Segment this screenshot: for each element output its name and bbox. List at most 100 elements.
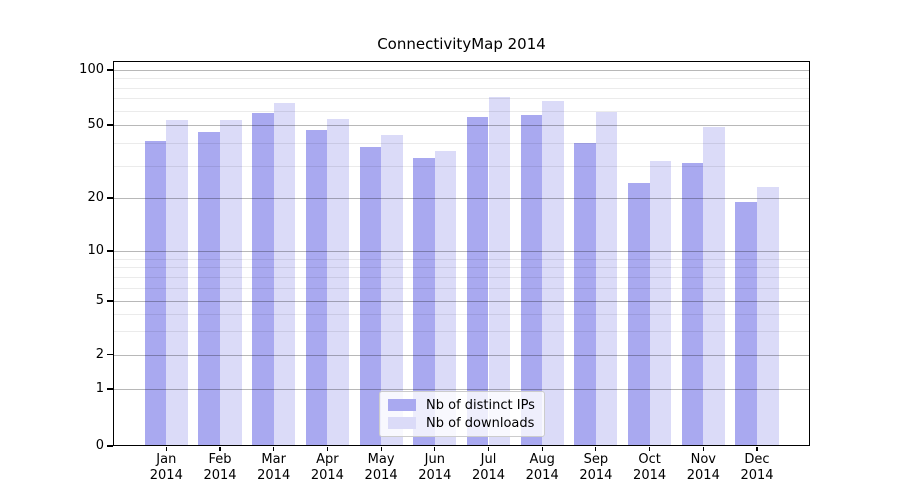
x-axis-tick: [434, 446, 436, 451]
year-label: 2014: [525, 468, 559, 483]
month-label: Jun: [424, 452, 445, 467]
month-label: Sep: [583, 452, 609, 467]
x-axis-tick: [380, 446, 382, 451]
gridline-major: [114, 354, 809, 356]
gridline-major: [114, 198, 809, 199]
x-axis-tick-label: Apr 2014: [300, 452, 354, 484]
year-label: 2014: [257, 468, 291, 483]
gridline-minor: [114, 165, 809, 167]
year-label: 2014: [310, 468, 344, 483]
month-label: Apr: [316, 452, 339, 467]
gridline-major: [114, 389, 809, 390]
legend: Nb of distinct IPs Nb of downloads: [379, 391, 545, 437]
year-label: 2014: [149, 468, 183, 483]
y-axis-tick: [106, 197, 113, 199]
bar-downloads: [273, 102, 296, 445]
month-label: Jan: [156, 452, 177, 467]
y-axis-tick-label: 10: [87, 243, 104, 258]
x-axis-tick-label: May 2014: [354, 452, 408, 484]
month-label: Nov: [690, 452, 716, 467]
gridline-major: [114, 125, 809, 126]
x-axis-tick: [326, 446, 328, 451]
gridline-minor: [114, 267, 809, 269]
month-label: Jul: [480, 452, 497, 467]
month-label: Oct: [638, 452, 661, 467]
x-axis-tick-label: Jan 2014: [139, 452, 193, 484]
year-label: 2014: [633, 468, 667, 483]
bar-downloads: [703, 126, 725, 445]
bar-downloads: [327, 118, 349, 445]
bar-distinct-ips: [681, 163, 704, 445]
gridline-minor: [114, 110, 809, 112]
x-axis-tick-label: Sep 2014: [569, 452, 623, 484]
y-axis-tick-label: 20: [87, 190, 104, 205]
x-axis-tick-label: Oct 2014: [623, 452, 677, 484]
bar-distinct-ips: [735, 201, 757, 445]
x-axis-tick-label: Jul 2014: [462, 452, 516, 484]
y-axis-tick-label: 5: [95, 293, 104, 308]
y-axis-tick-label: 100: [79, 62, 104, 77]
gridline-minor: [114, 330, 809, 332]
x-axis-tick-label: Feb 2014: [193, 452, 247, 484]
y-axis-tick-label: 1: [95, 381, 104, 396]
gridline-minor: [114, 276, 809, 278]
bar-distinct-ips: [305, 129, 328, 445]
bar-downloads: [166, 120, 188, 445]
month-label: May: [367, 452, 395, 467]
bar-distinct-ips: [144, 140, 167, 445]
x-axis-tick: [165, 446, 167, 451]
gridline-minor: [114, 78, 809, 80]
legend-item: Nb of downloads: [388, 416, 536, 431]
gridline-major: [114, 251, 809, 252]
y-axis-tick-label: 50: [87, 117, 104, 132]
y-axis-tick-label: 2: [95, 346, 104, 362]
year-label: 2014: [579, 468, 613, 483]
month-label: Mar: [261, 452, 286, 467]
bar-downloads: [434, 151, 457, 445]
y-axis-tick: [106, 388, 113, 390]
x-axis-tick: [487, 446, 490, 451]
x-axis-tick-label: Nov 2014: [676, 452, 730, 484]
y-axis-tick: [106, 250, 113, 252]
chart-title: ConnectivityMap 2014: [377, 35, 546, 53]
bar-distinct-ips: [359, 146, 382, 445]
bar-distinct-ips: [520, 114, 543, 445]
gridline-minor: [114, 258, 809, 260]
gridline-minor: [114, 98, 809, 100]
x-axis-tick-label: Aug 2014: [515, 452, 569, 484]
y-axis-tick: [106, 353, 113, 356]
y-axis-tick: [106, 124, 113, 126]
year-label: 2014: [364, 468, 398, 483]
gridline-minor: [114, 87, 809, 89]
bar-downloads: [649, 160, 672, 445]
bar-distinct-ips: [574, 142, 596, 445]
bar-downloads: [542, 100, 564, 445]
bar-distinct-ips: [252, 113, 274, 445]
y-axis-tick: [106, 69, 113, 71]
year-label: 2014: [418, 468, 452, 483]
year-label: 2014: [203, 468, 237, 483]
month-label: Aug: [529, 452, 555, 467]
gridline-major: [114, 301, 809, 302]
x-axis-tick: [649, 446, 651, 451]
bar-distinct-ips: [628, 183, 650, 445]
year-label: 2014: [740, 468, 774, 483]
x-axis-tick: [273, 446, 275, 451]
y-axis-tick: [106, 445, 113, 447]
x-axis-tick: [756, 446, 758, 451]
plot-area: [113, 61, 810, 446]
bar-distinct-ips: [466, 117, 489, 445]
x-axis-tick: [702, 446, 704, 451]
gridline-minor: [114, 287, 809, 289]
bar-distinct-ips: [413, 158, 435, 445]
x-axis-tick-label: Jun 2014: [408, 452, 462, 484]
y-axis-tick: [106, 300, 113, 302]
x-axis-tick: [541, 446, 543, 451]
y-axis-tick-label: 0: [95, 438, 104, 453]
x-axis-tick: [219, 446, 221, 451]
legend-swatch-downloads-icon: [388, 417, 416, 429]
legend-item: Nb of distinct IPs: [388, 398, 536, 413]
month-label: Feb: [208, 452, 232, 467]
bar-downloads: [595, 111, 618, 445]
